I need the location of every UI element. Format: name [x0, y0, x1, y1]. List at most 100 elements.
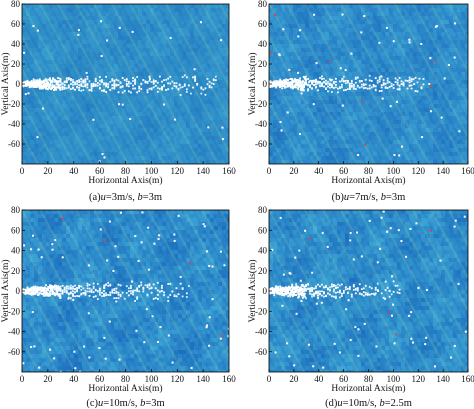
heatmap-cell	[369, 52, 373, 56]
wake-dot	[90, 84, 93, 87]
heatmap-cell	[22, 116, 26, 120]
heatmap-cell	[158, 96, 162, 100]
heatmap-cell	[293, 4, 297, 8]
heatmap-cell	[106, 16, 110, 20]
heatmap-cell	[421, 124, 425, 128]
heatmap-cell	[345, 12, 349, 16]
heatmap-cell	[190, 152, 194, 156]
heatmap-cell	[154, 120, 158, 124]
heatmap-cell	[170, 12, 174, 16]
wave-stripe	[201, 4, 229, 56]
heatmap-cell	[110, 148, 114, 152]
heatmap-cell	[214, 128, 218, 132]
wake-dot	[303, 83, 305, 86]
heatmap-cell	[325, 12, 329, 16]
heatmap-cell	[421, 100, 425, 104]
heatmap-cell	[381, 108, 385, 112]
heatmap-cell	[433, 60, 437, 64]
heatmap-cell	[122, 8, 126, 12]
heatmap-cell	[34, 68, 38, 72]
heatmap-cell	[409, 128, 413, 132]
heatmap-cell	[158, 76, 162, 80]
heatmap-cell	[138, 100, 142, 104]
heatmap-cell	[210, 100, 214, 104]
heatmap-cell	[114, 48, 118, 52]
heatmap-cell	[465, 28, 468, 32]
heatmap-cell	[226, 100, 229, 104]
wake-dot	[315, 83, 317, 86]
heatmap-cell	[409, 124, 413, 128]
heatmap-cell	[321, 144, 325, 148]
heatmap-cell	[126, 56, 130, 60]
heatmap-cell	[74, 48, 78, 52]
heatmap-cell	[349, 160, 353, 164]
heatmap-cell	[174, 92, 178, 96]
heatmap-cell	[397, 100, 401, 104]
wake-dot	[37, 81, 40, 84]
heatmap-cell	[202, 128, 206, 132]
heatmap-cell	[357, 64, 361, 68]
heatmap-cell	[142, 64, 146, 68]
heatmap-cell	[409, 4, 413, 8]
heatmap-cell	[365, 156, 369, 160]
heatmap-cell	[353, 4, 357, 8]
heatmap-cell	[457, 116, 461, 120]
heatmap-cell	[409, 136, 413, 140]
heatmap-cell	[174, 136, 178, 140]
heatmap-cell	[150, 56, 154, 60]
heatmap-cell	[357, 160, 361, 164]
heatmap-cell	[437, 68, 441, 72]
heatmap-cell	[198, 60, 202, 64]
heatmap-cell	[309, 60, 313, 64]
heatmap-cell	[198, 88, 202, 92]
heatmap-cell	[22, 32, 26, 36]
heatmap-cell	[305, 108, 309, 112]
heatmap-cell	[82, 92, 86, 96]
heatmap-cell	[269, 8, 273, 12]
wake-dot	[113, 87, 116, 90]
heatmap-cell	[425, 144, 429, 148]
heatmap-cell	[94, 48, 98, 52]
heatmap-cell	[46, 116, 50, 120]
heatmap-cell	[457, 100, 461, 104]
heatmap-cell	[453, 60, 457, 64]
heatmap-cell	[401, 36, 405, 40]
heatmap-cell	[321, 132, 325, 136]
wake-dot	[105, 91, 107, 93]
heatmap-cell	[273, 144, 277, 148]
heatmap-cell	[369, 148, 373, 152]
heatmap-cell	[305, 112, 309, 116]
heatmap-cell	[413, 116, 417, 120]
heatmap-cell	[130, 64, 134, 68]
heatmap-cell	[106, 124, 110, 128]
heatmap-cell	[289, 152, 293, 156]
heatmap-cell	[297, 104, 301, 108]
heatmap-cell	[317, 108, 321, 112]
heatmap-cell	[22, 44, 26, 48]
heatmap-cell	[433, 8, 437, 12]
speckle	[106, 39, 109, 42]
heatmap-cell	[453, 96, 457, 100]
heatmap-cell	[457, 148, 461, 152]
heatmap-cell	[154, 72, 158, 76]
heatmap-cell	[62, 36, 66, 40]
heatmap-cell	[178, 96, 182, 100]
heatmap-cell	[194, 36, 198, 40]
heatmap-cell	[401, 48, 405, 52]
heatmap-cell	[202, 48, 206, 52]
heatmap-cell	[441, 52, 445, 56]
heatmap-cell	[162, 60, 166, 64]
heatmap-cell	[337, 96, 341, 100]
heatmap-cell	[361, 120, 365, 124]
heatmap-cell	[110, 156, 114, 160]
heatmap-cell	[457, 32, 461, 36]
heatmap-cell	[98, 136, 102, 140]
wake-dot	[47, 83, 50, 86]
heatmap-cell	[301, 32, 305, 36]
heatmap-cell	[325, 60, 329, 64]
wake-dot	[84, 80, 87, 82]
heatmap-cell	[130, 116, 134, 120]
heatmap-cell	[30, 56, 34, 60]
heatmap-cell	[441, 112, 445, 116]
heatmap-cell	[222, 148, 226, 152]
